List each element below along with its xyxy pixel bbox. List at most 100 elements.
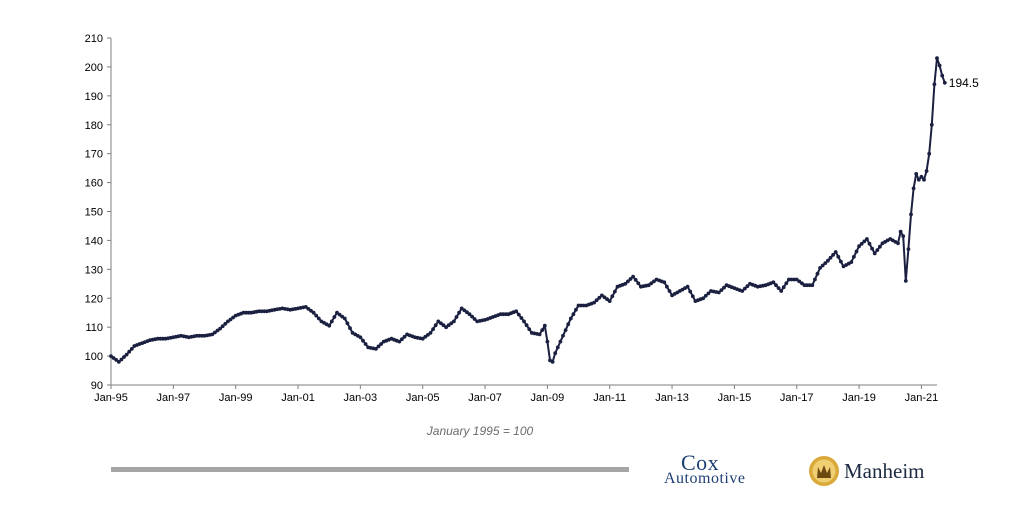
- data-point: [340, 314, 345, 319]
- data-point: [363, 342, 368, 346]
- data-point: [597, 295, 602, 300]
- x-tick-label: Jan-05: [406, 392, 440, 404]
- data-point: [220, 324, 225, 329]
- data-point: [467, 312, 472, 317]
- data-point: [602, 295, 607, 300]
- data-point: [327, 323, 332, 328]
- data-point: [870, 246, 874, 251]
- data-point: [561, 333, 565, 338]
- data-point: [740, 289, 745, 293]
- data-point: [428, 331, 433, 335]
- data-point: [826, 258, 830, 263]
- data-point: [852, 254, 856, 259]
- data-point: [867, 241, 872, 246]
- data-point: [862, 239, 867, 244]
- data-point: [111, 356, 116, 360]
- data-point: [501, 312, 506, 317]
- data-point: [314, 313, 319, 318]
- x-tick-label: Jan-19: [842, 392, 876, 404]
- x-tick-label: Jan-13: [655, 392, 689, 404]
- data-point: [906, 247, 911, 252]
- data-point: [631, 274, 635, 279]
- data-point: [449, 321, 454, 326]
- data-point: [246, 310, 251, 315]
- data-point: [574, 307, 578, 312]
- data-point: [805, 283, 809, 288]
- data-point: [776, 286, 781, 290]
- y-tick-label: 170: [85, 149, 103, 161]
- data-point: [859, 241, 864, 246]
- data-point: [400, 337, 404, 342]
- data-point: [652, 279, 656, 284]
- data-point: [122, 355, 126, 359]
- data-point: [465, 310, 469, 315]
- data-point: [452, 319, 456, 324]
- data-point: [226, 319, 230, 324]
- data-point: [633, 278, 638, 282]
- data-point: [820, 263, 825, 268]
- data-point: [213, 330, 217, 335]
- data-point: [940, 73, 945, 78]
- data-point: [875, 248, 880, 253]
- data-point: [374, 347, 378, 351]
- data-point: [911, 186, 916, 191]
- data-point: [607, 299, 612, 303]
- data-point: [662, 280, 667, 285]
- data-point: [223, 321, 228, 326]
- x-tick-label: Jan-01: [281, 392, 315, 404]
- data-point: [553, 351, 558, 356]
- data-point: [457, 310, 461, 315]
- data-point: [200, 333, 204, 338]
- data-point: [592, 300, 596, 305]
- data-point: [114, 358, 119, 362]
- y-tick-label: 90: [91, 380, 103, 392]
- data-point: [833, 250, 838, 254]
- plot-area: 194.5: [109, 56, 979, 364]
- data-point: [462, 308, 467, 313]
- data-point: [342, 316, 347, 321]
- index-base-note: January 1995 = 100: [426, 424, 534, 438]
- data-point: [311, 310, 316, 315]
- data-point: [397, 339, 402, 344]
- data-point: [550, 360, 555, 364]
- data-point: [379, 342, 383, 346]
- data-point: [210, 332, 215, 337]
- data-point: [836, 254, 841, 259]
- x-tick-label: Jan-21: [905, 392, 939, 404]
- data-point: [839, 259, 843, 264]
- data-point: [555, 345, 560, 350]
- data-point: [649, 281, 654, 286]
- data-point: [924, 169, 929, 173]
- data-point: [124, 352, 129, 357]
- manheim-emblem-icon: [809, 456, 839, 486]
- data-point: [914, 172, 919, 176]
- data-point: [231, 315, 236, 320]
- y-tick-label: 150: [85, 207, 103, 219]
- data-point: [623, 281, 628, 286]
- data-point: [802, 283, 807, 288]
- y-tick-label: 100: [85, 351, 103, 363]
- data-point: [446, 323, 451, 328]
- data-point: [329, 319, 334, 324]
- data-point: [813, 277, 817, 282]
- data-point: [646, 283, 651, 288]
- data-point: [594, 298, 599, 303]
- data-point: [774, 283, 778, 288]
- manheim-wordmark: Manheim: [844, 459, 925, 483]
- y-tick-label: 130: [85, 264, 103, 276]
- data-point: [896, 241, 900, 246]
- data-point: [865, 237, 869, 241]
- data-point: [818, 266, 822, 270]
- x-tick-label: Jan-17: [780, 392, 814, 404]
- data-point: [459, 306, 464, 311]
- data-point: [922, 177, 926, 182]
- data-point: [901, 234, 906, 239]
- data-point: [161, 336, 165, 341]
- data-point: [257, 309, 261, 314]
- data-point: [197, 333, 202, 338]
- manheim-logo: Manheim: [808, 455, 938, 489]
- data-point: [542, 323, 547, 328]
- data-point: [568, 316, 573, 321]
- data-point: [431, 327, 435, 331]
- data-point: [576, 303, 581, 308]
